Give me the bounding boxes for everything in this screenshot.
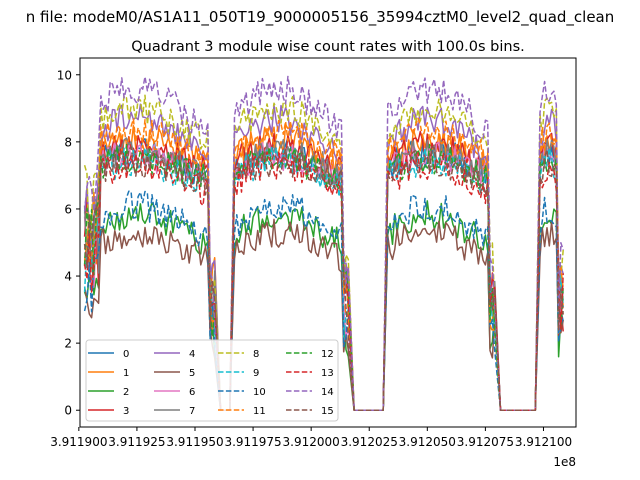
series-line-5 (83, 218, 564, 411)
legend-label: 9 (253, 368, 259, 379)
x-tick-label: 3.912050 (399, 435, 456, 449)
series-line-11 (83, 117, 564, 411)
x-tick-label: 3.911900 (50, 435, 107, 449)
x-axis: 3.911900 3.911925 3.911950 3.911975 3.912000… (50, 427, 572, 449)
legend-box (85, 339, 339, 422)
x-tick-label: 3.912000 (283, 435, 340, 449)
legend-label: 14 (321, 387, 334, 398)
x-tick-label: 3.912025 (341, 435, 398, 449)
y-tick-label: 0 (64, 404, 72, 418)
x-tick-label: 3.912100 (515, 435, 572, 449)
legend-label: 8 (253, 349, 259, 360)
legend-label: 3 (123, 406, 129, 417)
y-axis: 0 2 4 6 8 10 (57, 68, 80, 418)
legend-label: 10 (253, 387, 266, 398)
y-tick-label: 4 (64, 270, 72, 284)
x-axis-offset-label: 1e8 (553, 455, 576, 469)
legend-label: 13 (321, 368, 334, 379)
series-line-13 (83, 149, 564, 411)
series-line-9 (83, 146, 564, 411)
legend-label: 6 (189, 387, 195, 398)
legend-label: 12 (321, 349, 334, 360)
x-tick-label: 3.912075 (457, 435, 514, 449)
x-tick-label: 3.911975 (224, 435, 281, 449)
y-tick-label: 10 (57, 68, 72, 82)
legend-label: 7 (189, 406, 195, 417)
y-tick-label: 8 (64, 135, 72, 149)
series-line-14 (83, 75, 564, 411)
legend-label: 4 (189, 349, 195, 360)
chart-title: Quadrant 3 module wise count rates with … (131, 39, 525, 55)
plot-frame (79, 57, 577, 428)
legend-label: 15 (321, 406, 334, 417)
series-line-15 (83, 146, 564, 411)
series-layer (83, 75, 564, 411)
legend-label: 1 (123, 368, 129, 379)
x-tick-label: 3.911925 (108, 435, 165, 449)
figure-suptitle: n file: modeM0/AS1A11_050T19_9000005156_… (26, 8, 615, 27)
legend-label: 5 (189, 368, 195, 379)
legend-label: 2 (123, 387, 129, 398)
x-tick-label: 3.911950 (166, 435, 223, 449)
legend-label: 11 (253, 406, 266, 417)
series-line-10 (83, 190, 564, 411)
y-tick-label: 2 (64, 337, 72, 351)
y-tick-label: 6 (64, 202, 72, 216)
legend-label: 0 (123, 349, 129, 360)
series-line-8 (83, 94, 564, 411)
